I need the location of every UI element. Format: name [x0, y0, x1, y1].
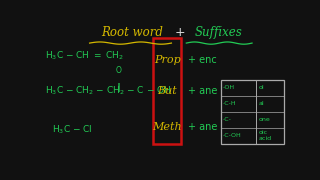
Text: But: But: [157, 86, 177, 96]
Text: -C-: -C-: [222, 117, 231, 122]
Text: + enc: + enc: [188, 55, 216, 65]
Text: Suffixes: Suffixes: [195, 26, 243, 39]
Text: al: al: [259, 101, 264, 106]
Text: H$_3$C $-$ CH $=$ CH$_2$: H$_3$C $-$ CH $=$ CH$_2$: [45, 50, 124, 62]
Text: + ane: + ane: [188, 86, 217, 96]
Bar: [221, 80, 284, 144]
Text: ol: ol: [259, 85, 264, 90]
Text: H$_3$C $-$ Cl: H$_3$C $-$ Cl: [52, 123, 93, 136]
Text: Root word: Root word: [101, 26, 163, 39]
Text: -OH: -OH: [222, 85, 235, 90]
Text: oic
acid: oic acid: [259, 130, 272, 141]
Text: +: +: [175, 26, 185, 39]
Text: Prop: Prop: [154, 55, 180, 65]
Text: H$_3$C $-$ CH$_2$ $-$ CH$_2$ $-$ C $-$ OH: H$_3$C $-$ CH$_2$ $-$ CH$_2$ $-$ C $-$ O…: [45, 85, 172, 97]
Text: O: O: [115, 66, 121, 75]
Text: one: one: [259, 117, 270, 122]
Text: -C-H: -C-H: [222, 101, 236, 106]
Text: + ane: + ane: [188, 122, 217, 132]
Text: -C-OH: -C-OH: [222, 133, 241, 138]
Text: $\|$: $\|$: [116, 80, 121, 93]
Text: Meth: Meth: [152, 122, 182, 132]
Bar: [153, 38, 181, 144]
